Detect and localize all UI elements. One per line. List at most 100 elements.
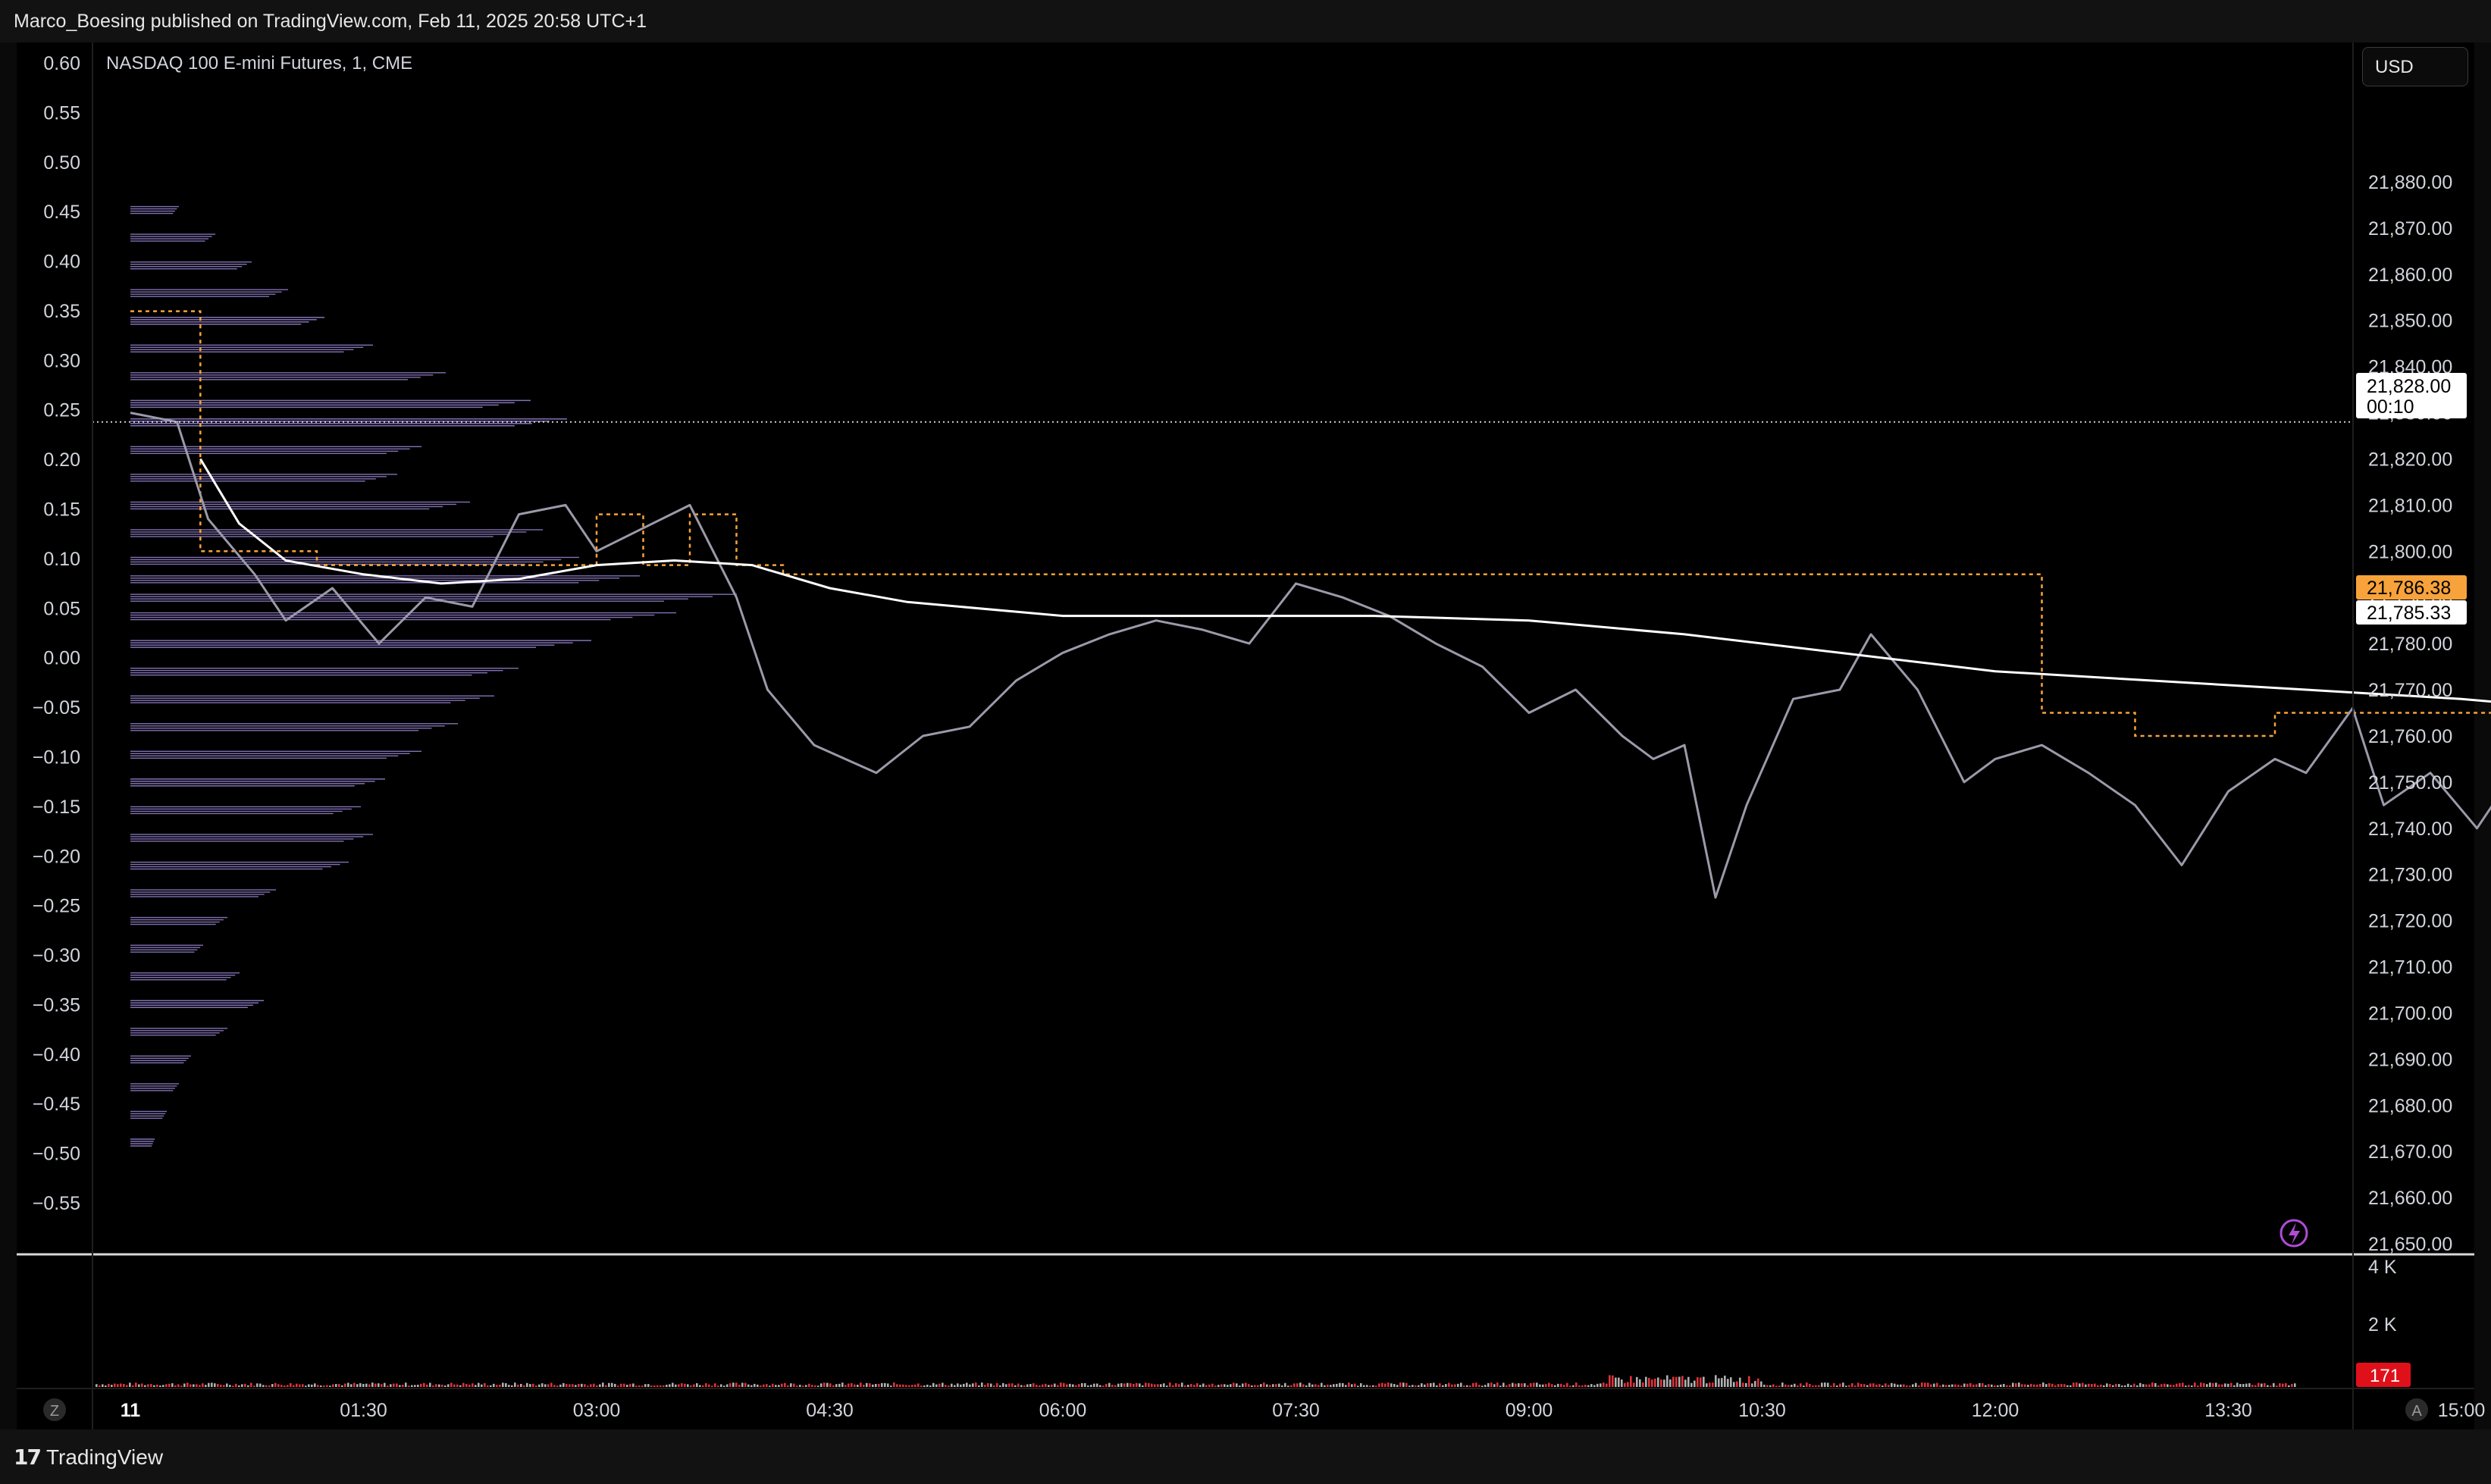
- volume-bar: [1123, 1383, 1126, 1387]
- volume-bar: [183, 1383, 186, 1387]
- volume-bar: [732, 1382, 735, 1387]
- volume-bar: [1985, 1385, 1987, 1387]
- volume-bar: [559, 1384, 562, 1387]
- volume-bar: [2185, 1385, 2187, 1387]
- volume-bar: [1463, 1385, 1465, 1387]
- volume-bar: [1184, 1385, 1186, 1387]
- volume-bar: [757, 1384, 759, 1387]
- volume-bar: [1630, 1376, 1632, 1387]
- volume-bar: [2258, 1382, 2260, 1387]
- volume-bar: [1011, 1383, 1014, 1387]
- time-axis[interactable]: 11 01:30 03:00 04:30 06:00 07:30 09:00 10:30 12:…: [43, 1398, 2491, 1421]
- volume-bar: [102, 1384, 104, 1387]
- volume-bar: [693, 1384, 695, 1387]
- volume-bar: [1809, 1383, 1811, 1387]
- volume-bar: [1660, 1379, 1662, 1387]
- volume-bar: [1669, 1379, 1672, 1387]
- volume-bar: [1863, 1384, 1866, 1387]
- vwap-price-label: 21,785.33: [2367, 603, 2451, 624]
- volume-bar: [1154, 1384, 1156, 1387]
- volume-bar: [2276, 1385, 2278, 1387]
- volume-bar: [1885, 1383, 1887, 1387]
- volume-bar: [1418, 1385, 1420, 1387]
- volume-bar: [1178, 1384, 1180, 1387]
- volume-bar: [760, 1385, 762, 1387]
- volume-bar: [499, 1384, 501, 1387]
- right-tick-label: 21,760.00: [2368, 726, 2452, 747]
- publish-info: Marco_Boesing published on TradingView.c…: [14, 11, 647, 32]
- auto-scale-a-button-label: A: [2411, 1403, 2422, 1420]
- auto-scale-z-button[interactable]: [43, 1398, 66, 1421]
- left-tick-label: −0.25: [33, 896, 80, 917]
- volume-bar: [1057, 1385, 1059, 1387]
- volume-bar: [1008, 1383, 1010, 1387]
- volume-bar: [2039, 1383, 2041, 1387]
- volume-bar: [1224, 1384, 1226, 1387]
- volume-bar: [1272, 1384, 1274, 1387]
- volume-bar: [1499, 1385, 1502, 1387]
- volume-bar: [844, 1385, 847, 1387]
- volume-bar: [720, 1384, 722, 1387]
- volume-bar: [1445, 1384, 1447, 1387]
- volume-bar: [378, 1383, 380, 1387]
- volume-bar: [274, 1382, 277, 1387]
- volume-bar: [402, 1384, 404, 1387]
- volume-bar: [1029, 1383, 1032, 1387]
- volume-bar: [123, 1383, 125, 1387]
- volume-bar: [1760, 1381, 1762, 1387]
- volume-bar: [1803, 1385, 1805, 1387]
- volume-bar: [2076, 1382, 2078, 1387]
- brand[interactable]: 17 TradingView: [14, 1445, 163, 1470]
- volume-bar: [232, 1385, 234, 1387]
- volume-bar: [2015, 1383, 2017, 1387]
- volume-bar: [2115, 1383, 2117, 1387]
- volume-bar: [1354, 1383, 1356, 1387]
- volume-bar: [1912, 1384, 1914, 1387]
- volume-bar: [608, 1382, 610, 1387]
- auto-scale-a-button[interactable]: [2405, 1398, 2428, 1421]
- volume-bar: [314, 1383, 316, 1387]
- volume-bar: [526, 1382, 528, 1387]
- volume-bar: [1054, 1383, 1056, 1387]
- volume-bar: [2100, 1384, 2102, 1387]
- volume-bar: [1133, 1383, 1135, 1387]
- volume-bar: [1754, 1381, 1756, 1387]
- volume-bar: [1745, 1382, 1747, 1387]
- volume-bar: [1833, 1382, 1835, 1387]
- volume-bar: [2118, 1384, 2120, 1387]
- volume-bar: [1506, 1385, 1508, 1387]
- volume-bar: [2267, 1385, 2269, 1387]
- volume-bar: [1772, 1384, 1775, 1387]
- volume-bar: [2230, 1382, 2232, 1387]
- volume-bar: [1581, 1385, 1584, 1387]
- volume-tick-label: 4 K: [2368, 1257, 2397, 1278]
- chart-area[interactable]: [17, 42, 2474, 1429]
- volume-bar: [1718, 1378, 1720, 1387]
- volume-bar: [741, 1382, 744, 1387]
- volume-bar: [2176, 1383, 2178, 1387]
- volume-bar: [1387, 1382, 1390, 1387]
- volume-bar: [1026, 1384, 1029, 1387]
- volume-bar: [1969, 1382, 1972, 1387]
- last-volume-box: [2356, 1363, 2411, 1387]
- volume-bar: [287, 1385, 289, 1387]
- right-tick-label: 21,680.00: [2368, 1095, 2452, 1116]
- volume-bar: [229, 1385, 231, 1387]
- volume-bar: [508, 1385, 510, 1387]
- volume-bar: [678, 1384, 680, 1387]
- volume-bar: [1421, 1383, 1423, 1387]
- volume-bar: [1330, 1385, 1332, 1387]
- volume-bar: [1645, 1376, 1647, 1387]
- currency-button[interactable]: USD: [2362, 47, 2468, 86]
- volume-bar: [1963, 1383, 1966, 1387]
- volume-bar: [1997, 1385, 1999, 1387]
- volume-bar: [350, 1384, 352, 1387]
- volume-bar: [2045, 1384, 2048, 1387]
- volume-bar: [1812, 1385, 1814, 1387]
- last-volume-label: 171: [2370, 1366, 2400, 1386]
- right-price-axis[interactable]: 21,880.00 21,870.00 21,860.00 21,850.00 21,8…: [2368, 172, 2452, 1335]
- volume-bar: [1126, 1382, 1129, 1387]
- volume-bar: [696, 1383, 698, 1387]
- volume-bar: [444, 1385, 446, 1387]
